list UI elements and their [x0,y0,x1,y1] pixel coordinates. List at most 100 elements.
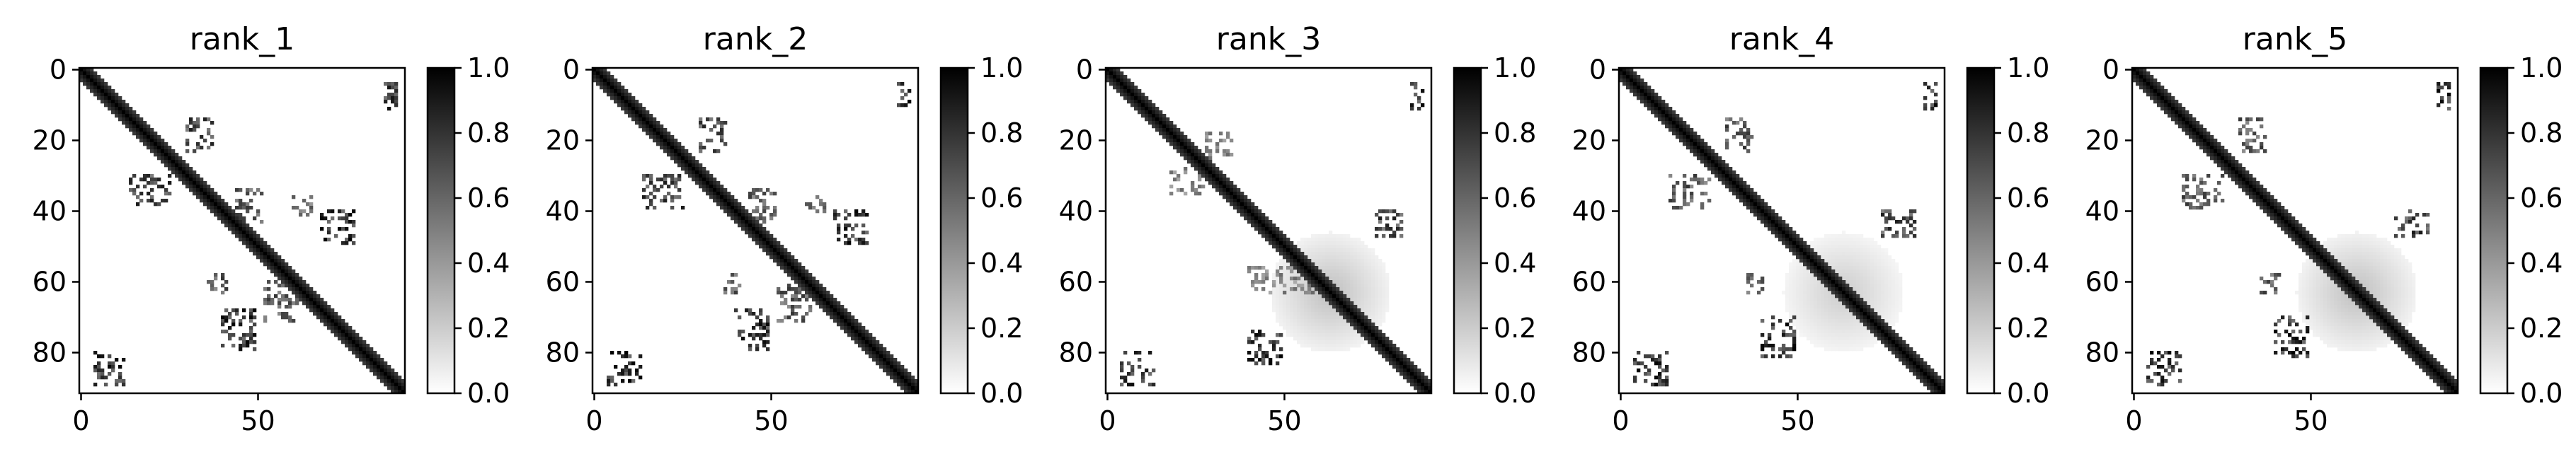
diagonal-cell [1707,153,1712,157]
heatmap-cell [1286,266,1290,270]
diagonal-cell [320,312,324,316]
heatmap-cell [1909,224,1913,228]
heatmap-cell [1336,238,1340,242]
heatmap-cell [908,100,912,104]
diagonal-cell [1630,68,1634,72]
heatmap-cell [734,287,738,291]
heatmap-cell [1863,245,1867,249]
diagonal-cell [391,379,395,383]
diagonal-cell [695,160,699,164]
heatmap-cell [1870,287,1874,291]
diagonal-cell [1722,163,1726,168]
diagonal-cell [185,167,190,171]
heatmap-cell [1891,266,1896,270]
heatmap-cell [1807,323,1811,327]
heatmap-cell [1814,277,1818,281]
diagonal-cell [1414,386,1418,390]
diagonal-cell [692,178,696,182]
diagonal-cell [1251,224,1255,228]
heatmap-cell [1867,340,1871,344]
heatmap-cell [288,315,292,320]
diagonal-cell [147,146,151,150]
heatmap-cell [1286,319,1290,323]
diagonal-cell [200,185,204,189]
heatmap-cell [1761,280,1765,284]
diagonal-cell [306,305,310,309]
heatmap-cell [1849,330,1853,334]
heatmap-cell [1353,287,1358,291]
diagonal-cell [93,86,98,90]
diagonal-cell [706,185,710,189]
heatmap-cell [1658,376,1662,380]
heatmap-cell [1258,347,1262,352]
heatmap-cell [759,213,763,217]
heatmap-cell [1343,269,1347,274]
diagonal-cell [1123,79,1128,83]
heatmap-cell [1378,323,1383,327]
heatmap-cell [1368,255,1372,260]
diagonal-cell [840,319,845,323]
diagonal-cell [1644,103,1648,108]
heatmap-cell [1357,252,1361,256]
heatmap-cell [738,330,742,334]
heatmap-cell [1785,308,1790,313]
heatmap-cell [1346,241,1351,245]
diagonal-cell [1215,178,1220,182]
diagonal-cell [1297,248,1301,253]
diagonal-cell [348,347,353,352]
heatmap-cell [246,206,250,210]
heatmap-cell [1368,269,1372,274]
heatmap-cell [1315,308,1319,313]
heatmap-cell [1361,301,1365,306]
heatmap-cell [1746,142,1751,146]
heatmap-cell [295,301,299,306]
diagonal-cell [624,103,629,108]
heatmap-cell [1867,241,1871,245]
heatmap-cell [762,206,767,210]
heatmap-cell [1297,315,1301,320]
heatmap-cell [1304,330,1308,334]
heatmap-cell [1867,301,1871,306]
heatmap-cell [1339,234,1344,238]
diagonal-cell [1329,287,1333,291]
diagonal-cell [384,369,388,373]
heatmap-cell [1888,312,1892,316]
diagonal-cell [401,379,406,383]
diagonal-cell [603,86,607,90]
diagonal-cell [706,181,710,185]
heatmap-cell [221,277,225,281]
heatmap-cell [1867,273,1871,277]
heatmap-cell [1357,298,1361,302]
heatmap-cell [670,206,675,210]
diagonal-cell [246,224,250,228]
heatmap-cell [1845,344,1850,348]
heatmap-cell [1375,312,1379,316]
heatmap-cell [1817,315,1821,320]
y-tick-label: 20 [546,125,580,156]
heatmap-cell [1881,209,1885,214]
diagonal-cell [1633,93,1637,97]
diagonal-cell [713,188,717,192]
heatmap-cell [1874,294,1878,298]
diagonal-cell [904,376,908,380]
heatmap-cell [302,199,307,203]
heatmap-cell [196,146,200,150]
diagonal-cell [1637,82,1641,86]
heatmap-cell [1828,262,1832,267]
diagonal-cell [171,160,176,164]
heatmap-cell [1803,294,1807,298]
heatmap-cell [147,181,151,185]
heatmap-cells [1106,68,1432,394]
heatmap-cell [1877,298,1882,302]
heatmap-cell [1725,142,1729,146]
diagonal-cell [791,273,795,277]
diagonal-cell [1676,114,1680,118]
diagonal-cell [129,128,133,132]
diagonal-cell [1166,128,1170,132]
heatmap-cell [1792,291,1797,295]
heatmap-cell [1824,248,1828,253]
heatmap-cell [808,206,813,210]
diagonal-cell [182,163,186,168]
heatmap-cell [1913,220,1917,224]
heatmap-cell [1307,298,1312,302]
